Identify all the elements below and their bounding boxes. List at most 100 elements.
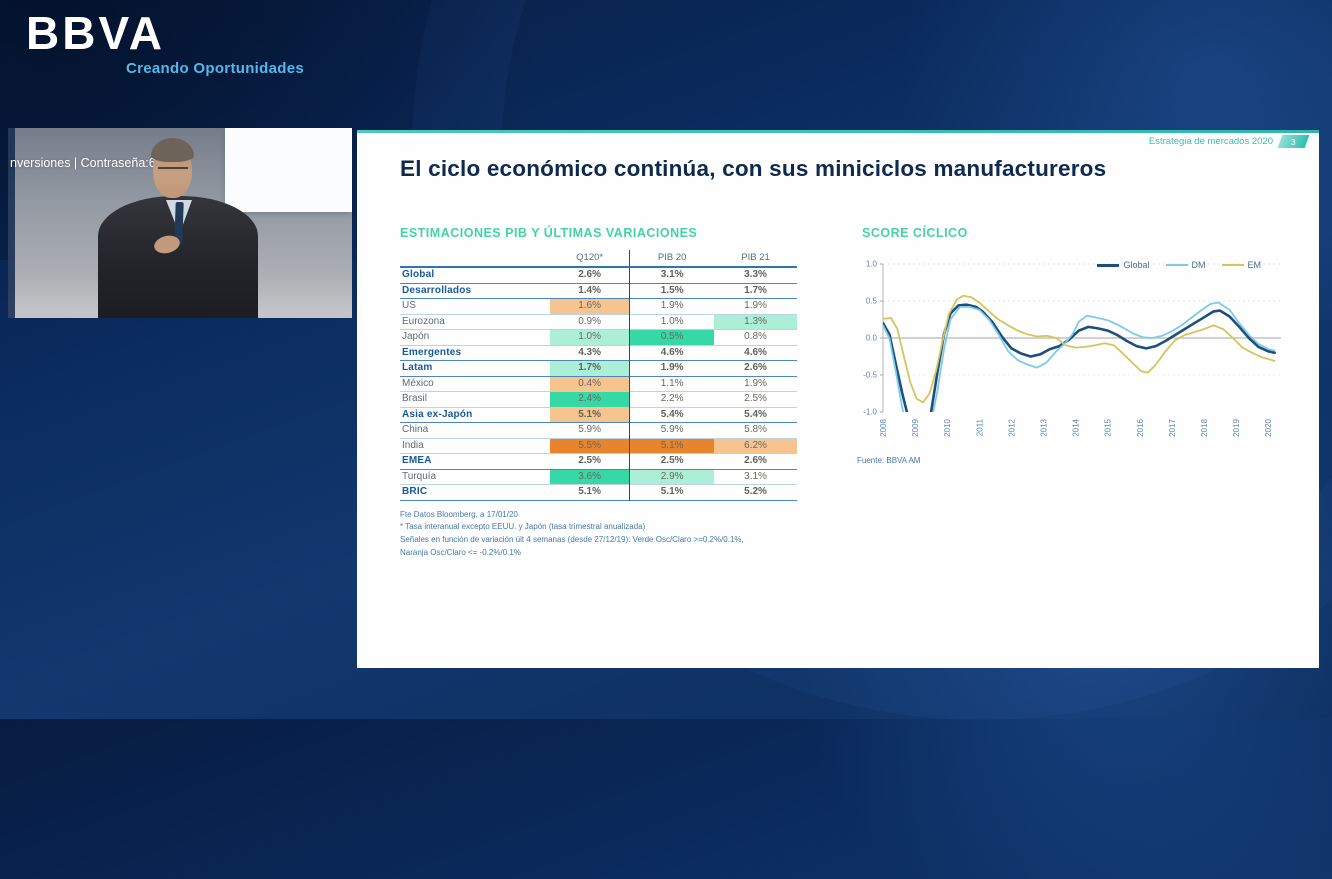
row-label: China [402, 424, 429, 435]
table-cell: 5.5% [550, 438, 630, 454]
table-cell: 5.4% [629, 407, 715, 423]
table-cell: 5.1% [629, 438, 715, 454]
row-label: Desarrollados [402, 284, 472, 296]
legend-label: EM [1247, 260, 1262, 270]
svg-text:2020: 2020 [1264, 418, 1273, 436]
presenter-video[interactable]: nversiones | Contraseña:6Y [8, 128, 352, 318]
table-cell: 1.9% [629, 298, 715, 314]
table-row: Desarrollados 1.4% 1.5% 1.7% [400, 283, 797, 299]
svg-text:2017: 2017 [1168, 418, 1177, 436]
table-cell: 2.2% [629, 391, 715, 407]
table-cell: 2.6% [578, 269, 601, 280]
legend-item-em: EM [1221, 260, 1262, 270]
series-line-em [883, 294, 1276, 404]
chart-section-title: SCORE CÍCLICO [862, 226, 968, 240]
table-cell: 2.9% [629, 469, 715, 485]
table-cell: 1.1% [629, 376, 715, 392]
table-cell: 1.4% [578, 284, 601, 296]
table-cell: 0.5% [629, 329, 715, 345]
footnote-line: Señales en función de variación últ 4 se… [400, 535, 744, 545]
row-label: US [402, 300, 416, 311]
table-row: Turquía 3.6% 2.9% 3.1% [400, 469, 797, 485]
legend-item-dm: DM [1165, 260, 1206, 270]
chart-legend: Global DM EM [1097, 260, 1261, 270]
cyclical-score-chart: 1.0 0.5 0.0 -0.5 -1.0 2008 2009 2010 2011 2012 201… [857, 252, 1289, 456]
table-cell: 1.0% [629, 314, 715, 330]
table-cell: 3.1% [629, 267, 715, 283]
svg-text:2012: 2012 [1007, 418, 1016, 436]
svg-text:2009: 2009 [911, 418, 920, 436]
table-cell: 2.6% [744, 362, 767, 373]
column-header: PIB 20 [629, 250, 715, 267]
table-cell: 3.3% [744, 269, 767, 280]
table-cell: 1.7% [550, 360, 630, 376]
table-cell: 4.3% [578, 346, 601, 358]
slide-meta: Estrategia de mercados 2020 3 [1149, 135, 1310, 148]
footnote-line: Fte Datos Bloomberg, a 17/01/20 [400, 509, 518, 519]
slide-top-accent-line [357, 130, 1319, 133]
table-cell: 1.3% [714, 314, 797, 330]
series-line-global [883, 303, 1276, 412]
table-cell: 2.5% [629, 453, 715, 469]
svg-text:1.0: 1.0 [866, 260, 878, 269]
row-label: BRIC [402, 486, 428, 497]
column-header: Q120* [576, 252, 604, 263]
row-label: Latam [402, 362, 433, 373]
row-label: México [402, 377, 434, 389]
table-cell: 5.4% [744, 408, 767, 420]
table-row: México 0.4% 1.1% 1.9% [400, 376, 797, 392]
table-row: Japón 1.0% 0.5% 0.8% [400, 329, 797, 345]
svg-text:2019: 2019 [1232, 418, 1241, 436]
table-cell: 5.1% [629, 484, 715, 500]
svg-text:2008: 2008 [879, 418, 888, 436]
table-cell: 1.0% [550, 329, 630, 345]
table-cell: 1.7% [744, 284, 767, 296]
table-row: Brasil 2.4% 2.2% 2.5% [400, 391, 797, 407]
table-cell: 4.6% [629, 345, 715, 361]
presenter-glasses [158, 167, 188, 173]
video-left-edge [8, 128, 15, 318]
column-header [400, 250, 550, 267]
gdp-table: Q120* PIB 20 PIB 21 Global 2.6% 3.1% 3.3% Desa… [400, 250, 797, 501]
table-cell: 5.9% [629, 422, 715, 438]
row-label: Brasil [402, 393, 428, 404]
svg-text:-0.5: -0.5 [863, 371, 877, 380]
table-cell: 2.6% [744, 455, 767, 466]
projection-screen [225, 128, 352, 212]
svg-text:0.5: 0.5 [866, 297, 878, 306]
table-row: Latam 1.7% 1.9% 2.6% [400, 360, 797, 376]
brand-tagline: Creando Oportunidades [126, 60, 304, 77]
table-cell: 3.6% [550, 469, 630, 485]
table-cell: 1.9% [744, 300, 767, 311]
bbva-logo: BBVA [26, 7, 165, 59]
table-row: Asia ex-Japón 5.1% 5.4% 5.4% [400, 407, 797, 423]
table-row: China 5.9% 5.9% 5.8% [400, 422, 797, 438]
table-row: EMEA 2.5% 2.5% 2.6% [400, 453, 797, 469]
svg-text:0.0: 0.0 [866, 334, 878, 343]
cyclical-score-section: SCORE CÍCLICO 1.0 0.5 0.0 -0.5 -1.0 2008 2009 2… [857, 226, 1297, 465]
table-row: BRIC 5.1% 5.1% 5.2% [400, 484, 797, 500]
table-cell: 6.2% [714, 438, 797, 454]
table-cell: 4.6% [744, 346, 767, 358]
table-cell: 0.9% [578, 315, 601, 327]
svg-text:2011: 2011 [975, 418, 984, 436]
row-label: Global [402, 269, 435, 280]
series-line-dm [883, 301, 1276, 412]
table-cell: 5.9% [578, 424, 601, 435]
table-row: Eurozona 0.9% 1.0% 1.3% [400, 314, 797, 330]
brand-header: BBVA Creando Oportunidades [26, 10, 304, 77]
table-cell: 5.8% [744, 424, 767, 435]
row-label: Eurozona [402, 315, 445, 327]
table-cell: 2.5% [744, 393, 767, 404]
svg-text:2010: 2010 [943, 418, 952, 436]
video-caption-text: nversiones | Contraseña:6Y [10, 156, 165, 170]
table-cell: 1.6% [550, 298, 630, 314]
table-cell: 5.1% [550, 407, 630, 423]
row-label: Japón [402, 331, 430, 342]
column-header: PIB 21 [741, 252, 770, 263]
page-number: 3 [1291, 136, 1296, 147]
row-label: EMEA [402, 455, 432, 466]
footnote-line: Naranja Osc/Claro <= -0.2%/0.1% [400, 547, 521, 557]
svg-text:2018: 2018 [1200, 418, 1209, 436]
